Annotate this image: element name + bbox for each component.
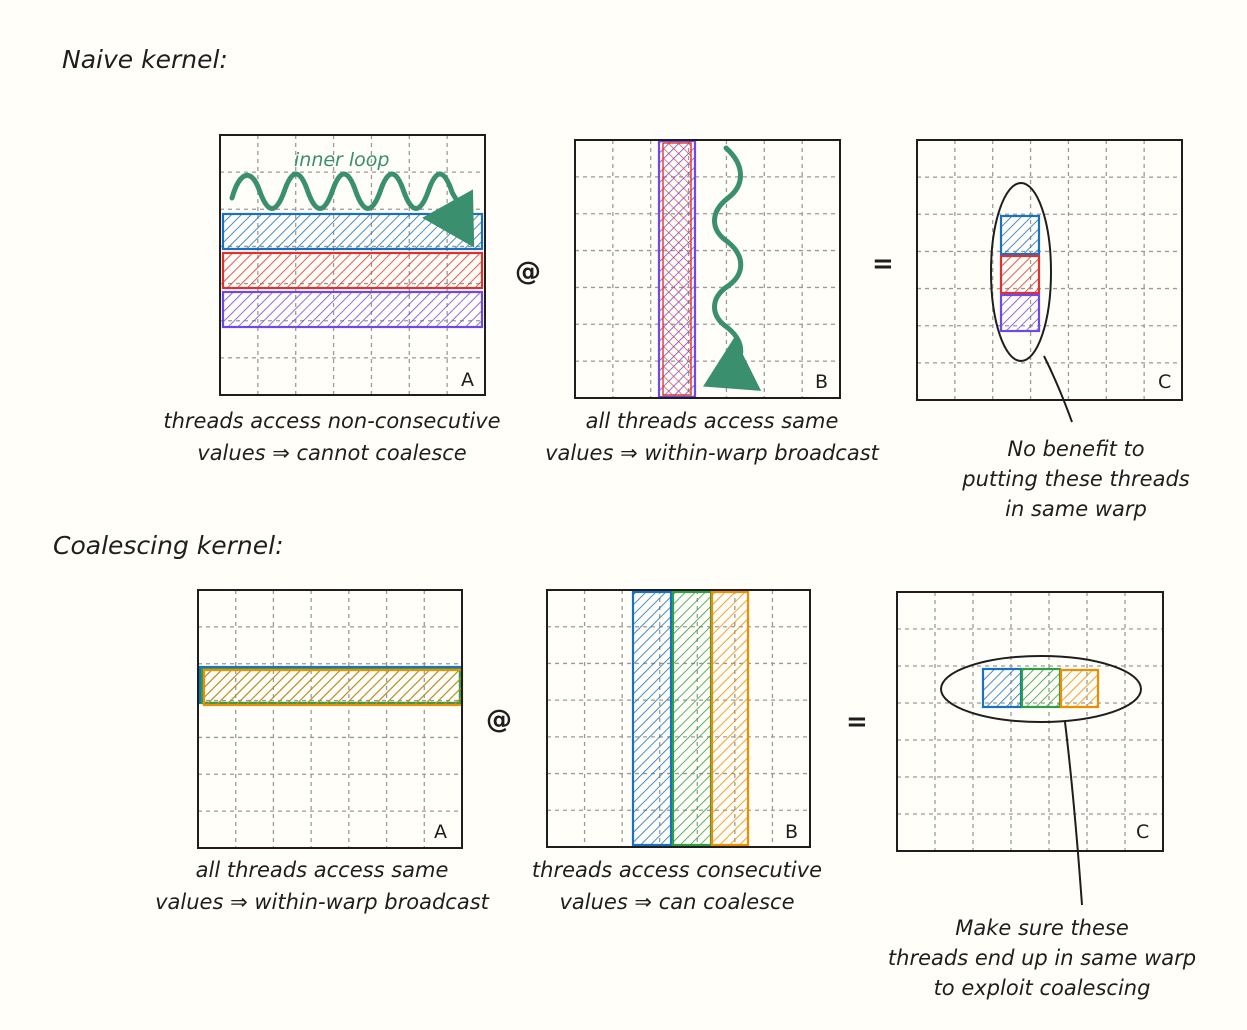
coalescing-caption-c-line2: threads end up in same warp (888, 946, 1196, 970)
naive-section-title: Naive kernel: (62, 45, 228, 74)
coalescing-a-row-orange (202, 668, 464, 707)
inner-loop-label: inner loop (294, 149, 390, 171)
naive-matrix-b: B (574, 139, 841, 399)
naive-matrix-c-grid (917, 140, 1182, 400)
coalescing-matrix-b-label: B (785, 821, 798, 843)
coalescing-caption-c-line1: Make sure these (955, 916, 1129, 940)
naive-matrix-a-frame (219, 134, 486, 396)
naive-caption-a-line1: threads access non-consecutive (163, 409, 500, 433)
naive-matmul-operator: @ (515, 257, 541, 287)
coalescing-c-cell-orange (1059, 668, 1100, 709)
coalescing-b-column-orange (710, 590, 750, 847)
coalescing-matmul-operator: @ (486, 705, 512, 735)
coalescing-caption-a-line1: all threads access same (196, 858, 449, 882)
naive-caption-a-line2: values ⇒ cannot coalesce (197, 441, 466, 465)
coalescing-matrix-b-frame (546, 589, 811, 848)
naive-c-cell-purple (999, 293, 1041, 333)
naive-a-row-red (221, 251, 484, 290)
naive-matrix-b-label: B (815, 371, 828, 393)
coalescing-c-warp-ellipse (940, 655, 1142, 723)
naive-caption-c-line3: in same warp (1005, 497, 1147, 521)
naive-b-column-cross (662, 142, 692, 396)
coalescing-matrix-c-frame (896, 591, 1164, 852)
naive-c-warp-ellipse (990, 182, 1052, 362)
coalescing-matrix-b: B (546, 589, 811, 848)
naive-equals-operator: = (872, 249, 894, 279)
coalescing-c-cell-green (1020, 667, 1062, 709)
coalescing-c-pointer-line (1064, 721, 1083, 906)
coalescing-matrix-a-grid (198, 590, 462, 848)
naive-matrix-a: inner loop A (219, 134, 486, 396)
coalescing-caption-a-line2: values ⇒ within-warp broadcast (155, 890, 490, 914)
naive-matrix-c-label: C (1158, 371, 1171, 393)
naive-caption-c-line1: No benefit to (1007, 437, 1144, 461)
naive-caption-b-line2: values ⇒ within-warp broadcast (545, 441, 880, 465)
naive-c-pointer-line (1043, 355, 1073, 423)
coalescing-equals-operator: = (846, 707, 868, 737)
naive-matrix-b-grid (575, 140, 840, 398)
naive-matrix-b-frame (574, 139, 841, 399)
inner-loop-arrow (229, 171, 475, 248)
naive-c-cell-red (999, 254, 1041, 295)
naive-matrix-c: C (916, 139, 1183, 423)
coalescing-b-column-green (671, 590, 713, 847)
naive-b-loop-arrow (703, 145, 762, 391)
coalescing-matrix-a-frame (197, 589, 463, 849)
naive-c-cell-blue (999, 214, 1041, 256)
naive-caption-b-line1: all threads access same (586, 409, 839, 433)
coalescing-b-column-blue (631, 590, 673, 847)
coalescing-matrix-a: A (197, 589, 464, 849)
naive-a-row-purple (221, 290, 484, 329)
coalescing-caption-c-line3: to exploit coalescing (934, 976, 1151, 1000)
naive-matrix-a-label: A (461, 369, 474, 391)
naive-matrix-c-frame (916, 139, 1183, 401)
naive-caption-c-line2: putting these threads (961, 467, 1190, 491)
coalescing-section-title: Coalescing kernel: (53, 531, 284, 560)
coalescing-caption-b-line1: threads access consecutive (532, 858, 822, 882)
coalescing-matrix-a-label: A (434, 821, 447, 843)
naive-a-row-blue (221, 212, 484, 251)
coalescing-c-cell-blue (981, 667, 1023, 709)
coalescing-caption-b-line2: values ⇒ can coalesce (559, 890, 794, 914)
coalescing-matrix-c: C (896, 591, 1164, 906)
coalescing-matrix-c-label: C (1136, 821, 1149, 843)
